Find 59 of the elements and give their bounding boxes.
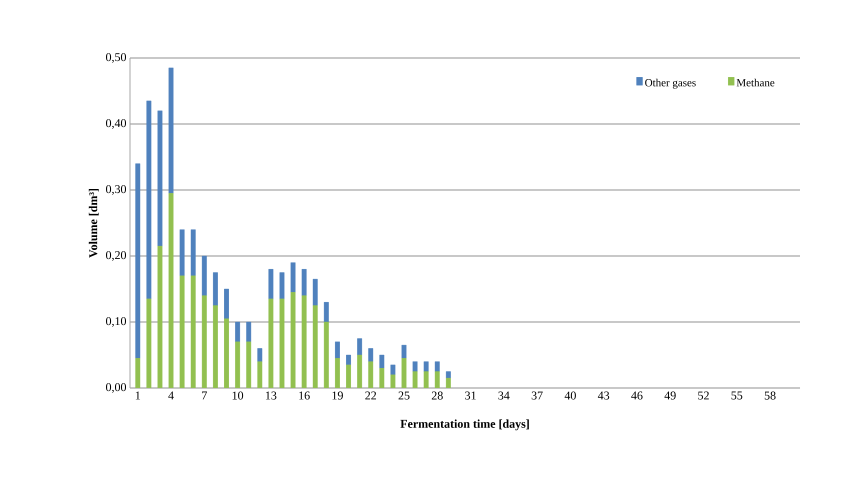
bar	[312, 278, 318, 306]
bar	[402, 344, 406, 358]
x-tick-label: 40	[564, 392, 576, 400]
x-tick-label: 13	[266, 392, 276, 400]
x-tick-label: 46	[631, 392, 643, 400]
bar	[334, 342, 340, 358]
x-tick-label: 43	[598, 392, 610, 400]
bar	[257, 348, 262, 362]
x-tick-label: 7	[202, 392, 207, 400]
bar	[190, 229, 196, 276]
x-tick-label: 1	[136, 392, 140, 400]
bar	[168, 68, 174, 194]
legend-label: Methane	[736, 78, 774, 86]
bar	[135, 163, 140, 358]
bar	[357, 338, 362, 356]
bar	[146, 100, 152, 300]
bar	[434, 361, 440, 372]
x-tick-label: 25	[398, 392, 410, 400]
bar	[302, 269, 307, 296]
bar	[324, 302, 329, 322]
bar	[424, 361, 429, 372]
y-tick-label: 0,20	[106, 251, 126, 261]
x-tick-label: 58	[764, 392, 776, 400]
x-tick-label: 49	[664, 392, 676, 400]
x-tick-label: 55	[731, 392, 742, 400]
y-tick-label: 0,10	[106, 317, 126, 327]
x-tick-label: 52	[698, 392, 709, 400]
bar	[379, 354, 384, 368]
bar	[202, 256, 207, 296]
x-tick-label: 28	[432, 392, 443, 400]
bar	[235, 322, 240, 342]
bar	[158, 110, 162, 246]
y-tick-label: 0,30	[106, 185, 126, 195]
bar	[346, 354, 351, 366]
bar	[412, 361, 418, 372]
bar	[390, 364, 396, 375]
bar	[446, 371, 451, 378]
y-tick-label: 0,00	[106, 383, 126, 393]
bar	[368, 348, 374, 362]
x-tick-label: 37	[532, 392, 543, 400]
x-tick-label: 4	[168, 392, 174, 400]
bar	[246, 322, 252, 342]
x-axis-title: Fermentation time [days]	[400, 419, 529, 430]
bar	[280, 272, 284, 300]
bar	[212, 272, 218, 306]
x-tick-label: 16	[299, 392, 310, 400]
legend-label: Other gases	[645, 78, 696, 89]
bar	[180, 229, 185, 276]
x-tick-label: 22	[365, 392, 376, 400]
y-tick-label: 0,40	[106, 119, 126, 129]
x-tick-label: 19	[332, 392, 343, 400]
y-axis-title: Volume [dm³]	[88, 188, 99, 258]
y-tick-label: 0,50	[106, 53, 126, 63]
x-tick-label: 10	[232, 392, 244, 400]
x-tick-label: 31	[465, 392, 476, 400]
bar	[290, 262, 296, 292]
bar	[224, 288, 229, 319]
bar	[268, 269, 274, 300]
x-tick-label: 34	[498, 392, 510, 400]
